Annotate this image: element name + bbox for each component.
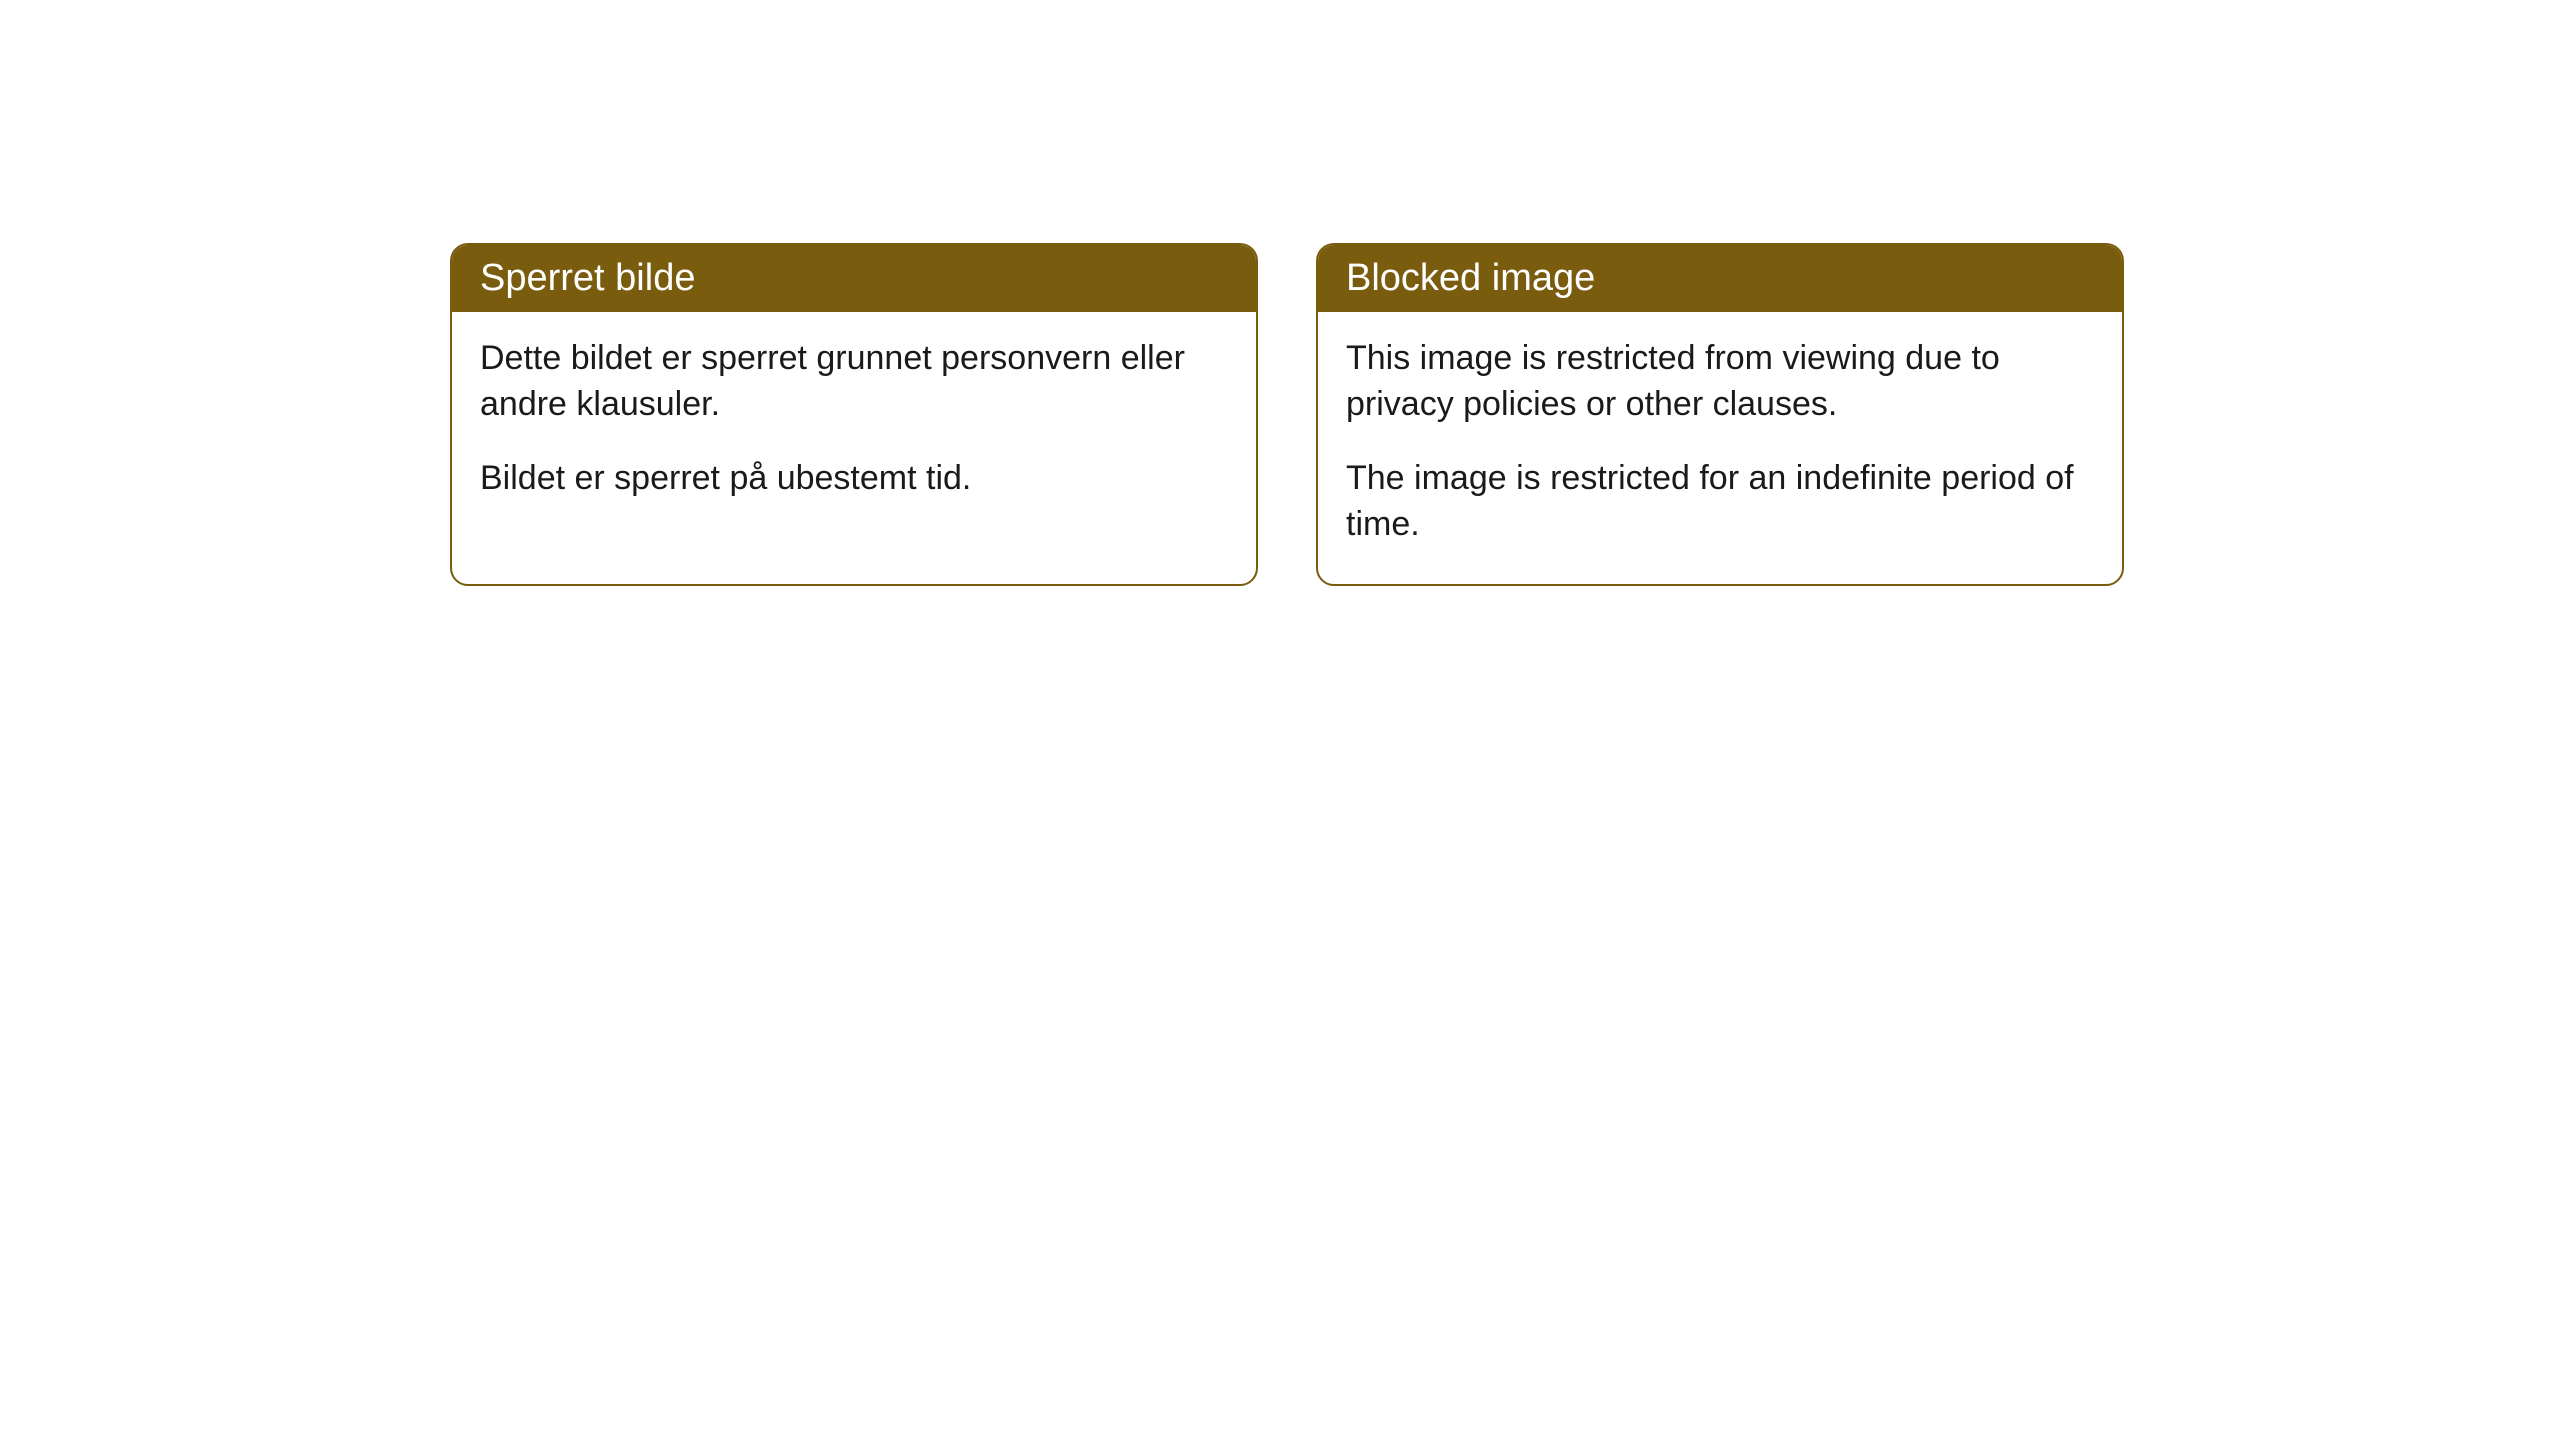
card-body-english: This image is restricted from viewing du…	[1318, 312, 2122, 584]
card-body-norwegian: Dette bildet er sperret grunnet personve…	[452, 312, 1256, 538]
card-paragraph: The image is restricted for an indefinit…	[1346, 456, 2094, 548]
notice-card-norwegian: Sperret bilde Dette bildet er sperret gr…	[450, 243, 1258, 586]
card-header-norwegian: Sperret bilde	[452, 245, 1256, 312]
card-paragraph: Bildet er sperret på ubestemt tid.	[480, 456, 1228, 502]
card-paragraph: This image is restricted from viewing du…	[1346, 336, 2094, 428]
card-title: Blocked image	[1346, 257, 1595, 299]
card-header-english: Blocked image	[1318, 245, 2122, 312]
notice-card-english: Blocked image This image is restricted f…	[1316, 243, 2124, 586]
notice-cards-container: Sperret bilde Dette bildet er sperret gr…	[450, 243, 2124, 586]
card-title: Sperret bilde	[480, 257, 695, 299]
card-paragraph: Dette bildet er sperret grunnet personve…	[480, 336, 1228, 428]
